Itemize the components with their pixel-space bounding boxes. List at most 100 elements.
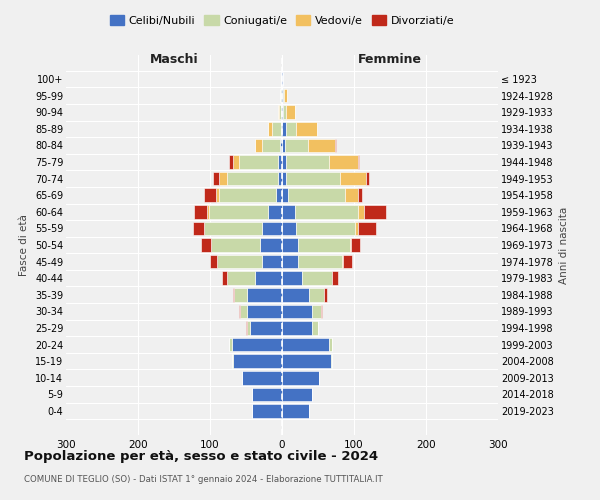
- Bar: [282, 138, 285, 152]
- Bar: [285, 138, 308, 152]
- Bar: [217, 188, 218, 202]
- Bar: [283, 89, 284, 102]
- Bar: [355, 222, 358, 235]
- Bar: [358, 155, 359, 169]
- Bar: [233, 288, 235, 302]
- Bar: [282, 122, 286, 136]
- Bar: [282, 238, 298, 252]
- Bar: [365, 172, 369, 186]
- Legend: Celibi/Nubili, Coniugati/e, Vedovi/e, Divorziati/e: Celibi/Nubili, Coniugati/e, Vedovi/e, Di…: [106, 10, 458, 30]
- Bar: [239, 304, 240, 318]
- Bar: [218, 188, 276, 202]
- Bar: [207, 205, 209, 218]
- Bar: [282, 106, 283, 119]
- Text: Popolazione per età, sesso e stato civile - 2024: Popolazione per età, sesso e stato civil…: [24, 450, 378, 463]
- Bar: [242, 371, 282, 384]
- Bar: [278, 155, 282, 169]
- Bar: [312, 321, 318, 335]
- Bar: [329, 338, 332, 351]
- Bar: [247, 321, 250, 335]
- Bar: [209, 205, 268, 218]
- Bar: [279, 106, 281, 119]
- Bar: [268, 205, 282, 218]
- Bar: [229, 155, 233, 169]
- Bar: [282, 172, 286, 186]
- Bar: [217, 255, 262, 268]
- Bar: [308, 138, 335, 152]
- Bar: [286, 155, 329, 169]
- Bar: [203, 188, 217, 202]
- Bar: [280, 138, 282, 152]
- Bar: [280, 89, 281, 102]
- Bar: [340, 172, 365, 186]
- Text: COMUNE DI TEGLIO (SO) - Dati ISTAT 1° gennaio 2024 - Elaborazione TUTTITALIA.IT: COMUNE DI TEGLIO (SO) - Dati ISTAT 1° ge…: [24, 475, 383, 484]
- Bar: [282, 304, 312, 318]
- Bar: [358, 205, 364, 218]
- Bar: [227, 172, 278, 186]
- Bar: [211, 238, 260, 252]
- Bar: [281, 72, 282, 86]
- Bar: [310, 288, 324, 302]
- Bar: [203, 222, 204, 235]
- Bar: [281, 106, 282, 119]
- Bar: [298, 255, 343, 268]
- Bar: [194, 205, 207, 218]
- Bar: [335, 138, 336, 152]
- Bar: [193, 222, 203, 235]
- Bar: [296, 222, 355, 235]
- Bar: [296, 122, 317, 136]
- Bar: [213, 172, 218, 186]
- Bar: [200, 238, 211, 252]
- Bar: [281, 122, 282, 136]
- Bar: [312, 304, 321, 318]
- Text: Maschi: Maschi: [149, 53, 199, 66]
- Bar: [221, 272, 227, 285]
- Bar: [329, 155, 358, 169]
- Bar: [232, 354, 233, 368]
- Text: Femmine: Femmine: [358, 53, 422, 66]
- Bar: [278, 106, 279, 119]
- Bar: [250, 321, 282, 335]
- Bar: [282, 404, 310, 417]
- Bar: [268, 122, 272, 136]
- Bar: [351, 238, 360, 252]
- Bar: [247, 288, 282, 302]
- Bar: [346, 188, 358, 202]
- Bar: [227, 272, 254, 285]
- Bar: [210, 255, 217, 268]
- Bar: [282, 155, 286, 169]
- Bar: [358, 188, 362, 202]
- Bar: [282, 89, 283, 102]
- Bar: [282, 371, 319, 384]
- Bar: [324, 288, 326, 302]
- Bar: [282, 222, 296, 235]
- Bar: [321, 304, 322, 318]
- Bar: [298, 238, 350, 252]
- Bar: [276, 188, 282, 202]
- Bar: [286, 172, 340, 186]
- Bar: [282, 354, 331, 368]
- Bar: [252, 404, 282, 417]
- Y-axis label: Fasce di età: Fasce di età: [19, 214, 29, 276]
- Bar: [229, 338, 232, 351]
- Bar: [282, 205, 295, 218]
- Bar: [218, 172, 227, 186]
- Bar: [282, 255, 298, 268]
- Bar: [282, 288, 310, 302]
- Bar: [232, 338, 282, 351]
- Bar: [233, 155, 239, 169]
- Bar: [282, 338, 329, 351]
- Bar: [260, 238, 282, 252]
- Bar: [262, 138, 280, 152]
- Bar: [282, 321, 312, 335]
- Bar: [364, 205, 386, 218]
- Bar: [358, 222, 376, 235]
- Y-axis label: Anni di nascita: Anni di nascita: [559, 206, 569, 284]
- Bar: [254, 138, 262, 152]
- Bar: [283, 106, 286, 119]
- Bar: [284, 89, 287, 102]
- Bar: [281, 89, 282, 102]
- Bar: [286, 122, 296, 136]
- Bar: [343, 255, 352, 268]
- Bar: [332, 272, 338, 285]
